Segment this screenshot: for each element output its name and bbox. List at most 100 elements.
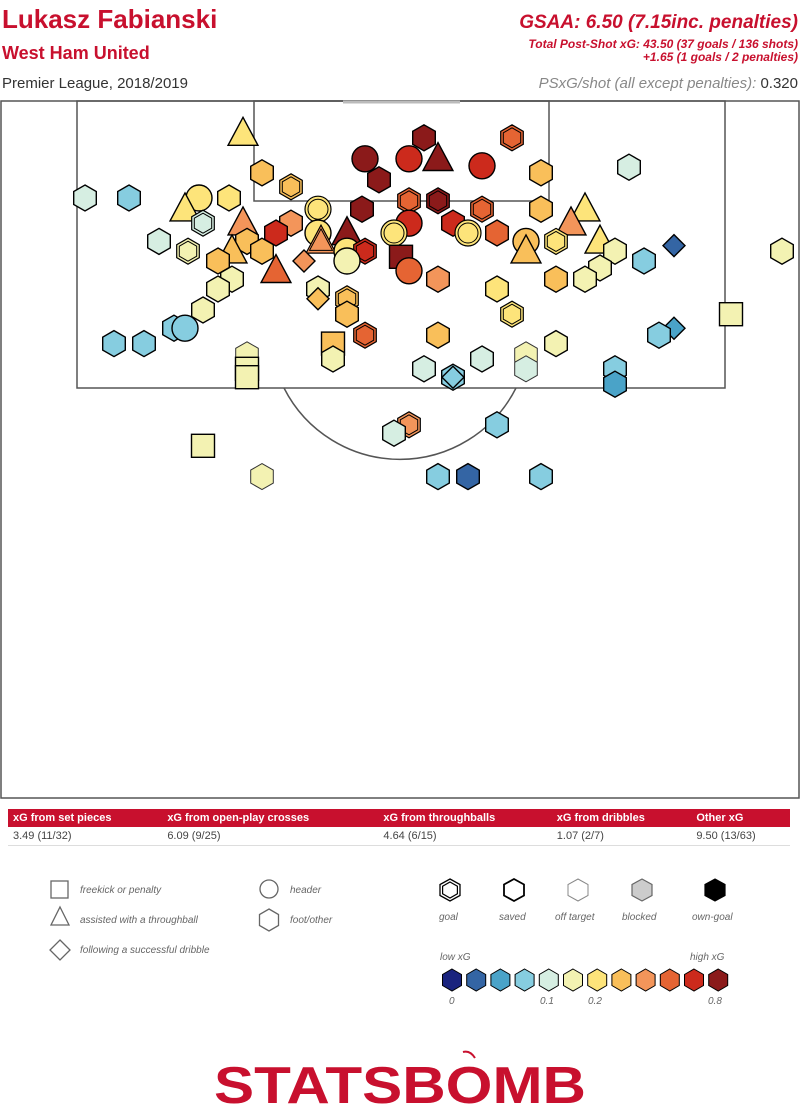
square-icon: [50, 880, 69, 899]
shot-marker: [509, 233, 543, 264]
legend-goal-label: goal: [439, 912, 459, 923]
shot-marker: [176, 237, 200, 265]
shot-marker: [468, 152, 496, 180]
scale-swatch: [563, 968, 583, 992]
shot-marker: [617, 153, 641, 182]
shot-marker: [485, 275, 509, 303]
psxg-penalties: +1.65 (1 goals / 2 penalties): [642, 50, 798, 64]
shot-marker: [412, 354, 436, 383]
shot-marker: [380, 219, 408, 247]
shot-marker: [351, 145, 379, 173]
xg-color-scale: [442, 968, 729, 992]
shot-marker: [333, 247, 361, 275]
own-goal-outcome-icon: [704, 878, 726, 902]
legend-saved-label: saved: [499, 912, 526, 923]
xg-table-header: xG from throughballs: [378, 809, 552, 827]
xg-table-header-row: xG from set pieces xG from open-play cro…: [8, 809, 790, 827]
scale-tick-0: 0: [449, 996, 455, 1007]
shot-marker: [264, 219, 288, 247]
scale-swatch: [659, 968, 680, 992]
shot-marker: [470, 345, 494, 373]
shot-marker: [171, 314, 199, 342]
shot-marker: [191, 209, 215, 237]
legend-own-goal-label: own-goal: [692, 912, 733, 923]
scale-swatch: [538, 968, 559, 992]
shot-marker: [500, 124, 524, 152]
shot-marker: [395, 145, 423, 173]
shot-marker: [529, 158, 553, 187]
shot-marker: [603, 237, 627, 266]
shot-marker: [718, 301, 744, 327]
shot-marker: [554, 205, 588, 236]
psxg-per-shot-value: 0.320: [760, 75, 798, 92]
scale-low-label: low xG: [440, 952, 471, 963]
shot-marker: [632, 247, 656, 275]
xg-table-header: Other xG: [691, 809, 790, 827]
statsbomb-logo: STATSBOMB: [214, 1050, 586, 1110]
circle-icon: [259, 879, 279, 899]
shot-marker: [544, 265, 568, 294]
shot-marker: [205, 275, 231, 303]
blocked-outcome-icon: [631, 878, 653, 902]
shot-marker: [426, 321, 450, 350]
shot-marker: [116, 184, 142, 212]
scale-tick-0-1: 0.1: [540, 996, 554, 1007]
shot-marker: [259, 253, 293, 284]
shot-marker: [647, 321, 671, 350]
shot-marker: [335, 300, 359, 329]
shot-marker: [514, 355, 538, 383]
shot-marker: [292, 249, 316, 273]
shot-marker: [205, 247, 231, 275]
psxg-per-shot-label: PSxG/shot (all except penalties):: [538, 75, 757, 92]
shot-marker: [249, 158, 274, 187]
shot-marker: [353, 321, 377, 349]
scale-swatch: [587, 968, 608, 992]
shot-marker: [72, 184, 98, 212]
shot-marker: [304, 195, 332, 223]
legend-off-target-label: off target: [555, 912, 596, 923]
xg-table-cell: 9.50 (13/63): [691, 827, 790, 846]
xg-summary-table: xG from set pieces xG from open-play cro…: [8, 809, 790, 846]
legend: freekick or penalty assisted with a thro…: [49, 877, 733, 1007]
legend-foot-label: foot/other: [290, 915, 333, 926]
shot-marker: [529, 462, 553, 491]
diamond-icon: [49, 939, 71, 961]
shot-marker: [306, 286, 330, 311]
psxg-total: Total Post-Shot xG: 43.50 (37 goals / 13…: [528, 37, 798, 51]
shot-marker: [544, 329, 568, 358]
scale-swatch: [635, 968, 656, 992]
shot-marker: [500, 300, 524, 328]
shot-marker: [454, 219, 482, 247]
league-season: Premier League, 2018/2019: [2, 75, 188, 92]
triangle-icon: [49, 905, 71, 926]
shot-marker: [426, 265, 450, 294]
goal-outcome-icon: [439, 878, 461, 902]
shot-marker: [412, 123, 436, 152]
shot-marker: [544, 227, 568, 256]
scale-swatch: [466, 968, 487, 992]
shot-marker: [226, 115, 260, 146]
shot-marker: [190, 296, 216, 324]
legend-header-label: header: [290, 885, 322, 896]
scale-tick-0-8: 0.8: [708, 996, 722, 1007]
shot-marker: [190, 433, 216, 458]
shot-marker: [470, 195, 494, 223]
off-target-outcome-icon: [567, 878, 589, 902]
gsaa-stat: GSAA: 6.50 (7.15inc. penalties): [519, 12, 798, 33]
team-name: West Ham United: [2, 43, 150, 63]
player-name: Lukasz Fabianski: [2, 4, 218, 34]
legend-freekick-label: freekick or penalty: [80, 885, 162, 896]
shot-marker: [279, 173, 303, 201]
xg-table-header: xG from open-play crosses: [162, 809, 379, 827]
scale-high-label: high xG: [690, 952, 725, 963]
shot-marker: [573, 265, 597, 294]
xg-table-cell: 4.64 (6/15): [378, 827, 552, 846]
table-row: 3.49 (11/32) 6.09 (9/25) 4.64 (6/15) 1.0…: [8, 827, 790, 846]
shot-marker: [426, 187, 450, 215]
scale-swatch: [490, 968, 511, 992]
scale-swatch: [514, 968, 535, 992]
scale-swatch: [611, 968, 632, 992]
shot-marker: [367, 165, 391, 194]
shot-marker: [321, 345, 345, 373]
shot-marker: [382, 419, 406, 448]
